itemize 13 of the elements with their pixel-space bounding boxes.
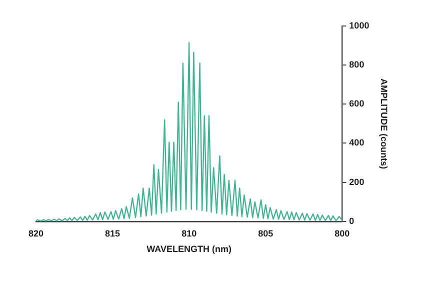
x-axis-title: WAVELENGTH (nm) bbox=[146, 244, 232, 254]
y-tick-label: 0 bbox=[349, 216, 354, 226]
y-tick-label: 400 bbox=[349, 138, 364, 148]
y-tick-label: 200 bbox=[349, 176, 364, 187]
y-axis-title: AMPLITUDE (counts) bbox=[379, 78, 390, 169]
x-tick-label: 805 bbox=[258, 228, 274, 238]
x-tick-label: 800 bbox=[334, 228, 350, 238]
x-tick-label: 810 bbox=[182, 228, 197, 238]
y-tick-label: 600 bbox=[349, 98, 364, 109]
y-tick-label: 800 bbox=[349, 60, 364, 70]
x-tick-label: 815 bbox=[105, 228, 120, 238]
x-tick-label: 820 bbox=[28, 228, 44, 238]
y-tick-label: 1000 bbox=[349, 20, 370, 30]
